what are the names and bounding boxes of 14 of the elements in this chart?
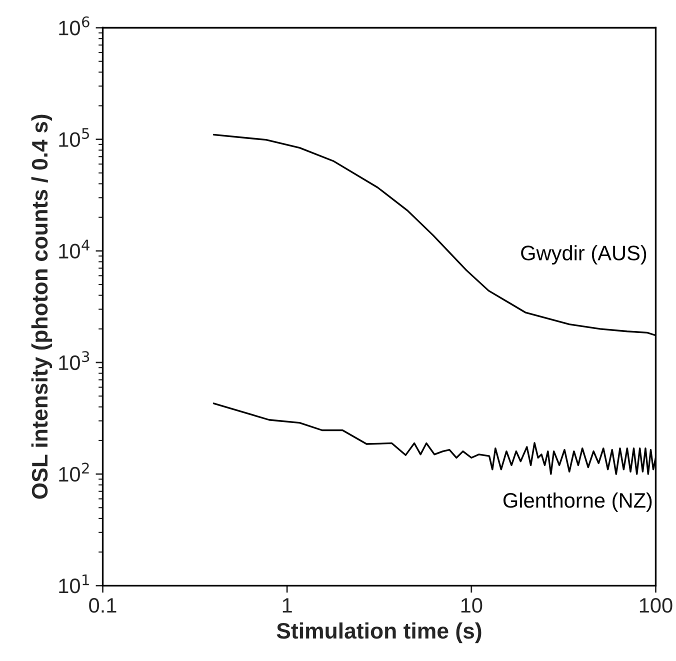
x-tick-label: 1	[282, 598, 292, 613]
y-tick-label: 10$^{4}$	[59, 240, 90, 259]
y-tick-label: 10$^{5}$	[59, 128, 89, 147]
y-axis-title: OSL intensity (photon counts / 0.4 s)	[31, 114, 52, 499]
series-label: Glenthorne (NZ)	[503, 492, 652, 512]
x-tick-label: 100	[640, 598, 672, 613]
y-tick-label: 10$^{6}$	[59, 16, 90, 36]
x-tick-label: 0.1	[89, 598, 116, 613]
x-axis-title: Stimulation time (s)	[276, 622, 482, 644]
y-tick-label: 10$^{1}$	[59, 574, 89, 594]
x-tick-label: 10	[461, 598, 482, 613]
y-tick-label: 10$^{3}$	[59, 351, 90, 370]
y-tick-label: 10$^{2}$	[59, 462, 89, 482]
series-label: Gwydir (AUS)	[521, 245, 646, 265]
